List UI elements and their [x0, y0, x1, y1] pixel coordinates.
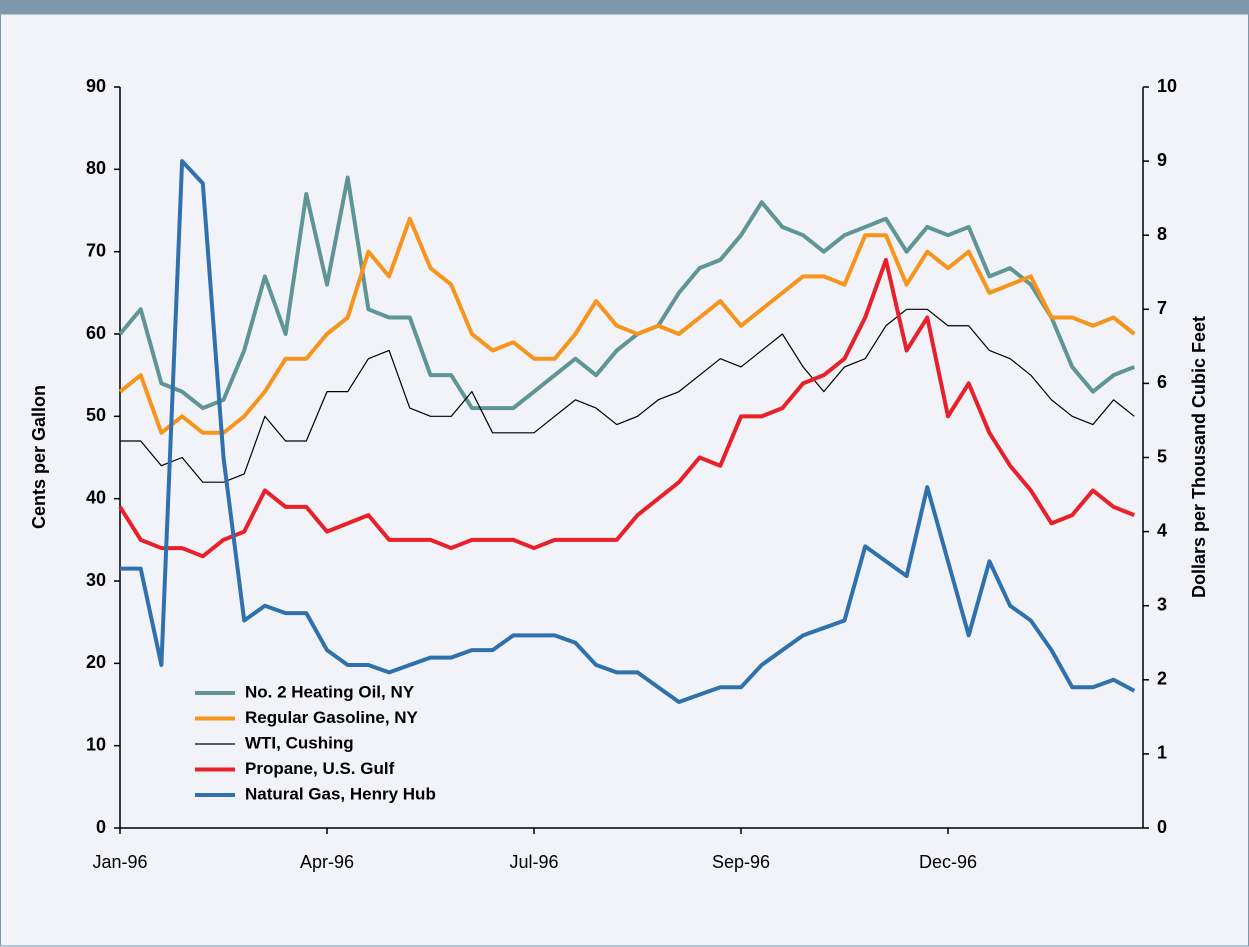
top-bar — [0, 0, 1249, 14]
y2-tick-label: 2 — [1157, 669, 1167, 689]
series-line — [120, 308, 1135, 483]
y-tick-label: 90 — [86, 76, 106, 96]
y2-tick-label: 5 — [1157, 446, 1167, 466]
y-axis-title: Cents per Gallon — [29, 385, 49, 529]
y2-axis-title: Dollars per Thousand Cubic Feet — [1189, 316, 1209, 598]
legend-label: Regular Gasoline, NY — [245, 708, 419, 727]
y2-tick-label: 10 — [1157, 76, 1177, 96]
x-tick-label: Jul-96 — [509, 852, 558, 872]
y-tick-label: 50 — [86, 405, 106, 425]
legend-label: Propane, U.S. Gulf — [245, 759, 395, 778]
series-line — [120, 159, 1136, 705]
y-tick-label: 0 — [96, 817, 106, 837]
y-tick-label: 70 — [86, 240, 106, 260]
legend-label: WTI, Cushing — [245, 733, 354, 752]
y2-tick-label: 7 — [1157, 298, 1167, 318]
y-tick-label: 30 — [86, 570, 106, 590]
y-tick-label: 10 — [86, 734, 106, 754]
y2-tick-label: 6 — [1157, 372, 1167, 392]
y-tick-label: 40 — [86, 487, 106, 507]
legend-label: Natural Gas, Henry Hub — [245, 784, 436, 803]
x-tick-label: Apr-96 — [300, 852, 354, 872]
x-tick-label: Jan-96 — [92, 852, 147, 872]
y2-tick-label: 4 — [1157, 520, 1167, 540]
y-tick-label: 80 — [86, 158, 106, 178]
y-tick-label: 20 — [86, 652, 106, 672]
x-tick-label: Sep-96 — [712, 852, 770, 872]
y2-tick-label: 3 — [1157, 594, 1167, 614]
y2-tick-label: 1 — [1157, 743, 1167, 763]
y2-tick-label: 9 — [1157, 150, 1167, 170]
series-line — [118, 216, 1136, 435]
x-tick-label: Dec-96 — [919, 852, 977, 872]
y-tick-label: 60 — [86, 323, 106, 343]
legend-label: No. 2 Heating Oil, NY — [245, 682, 415, 701]
series-line — [118, 257, 1136, 559]
y2-tick-label: 8 — [1157, 224, 1167, 244]
series-line — [118, 175, 1136, 411]
y2-tick-label: 0 — [1157, 817, 1167, 837]
